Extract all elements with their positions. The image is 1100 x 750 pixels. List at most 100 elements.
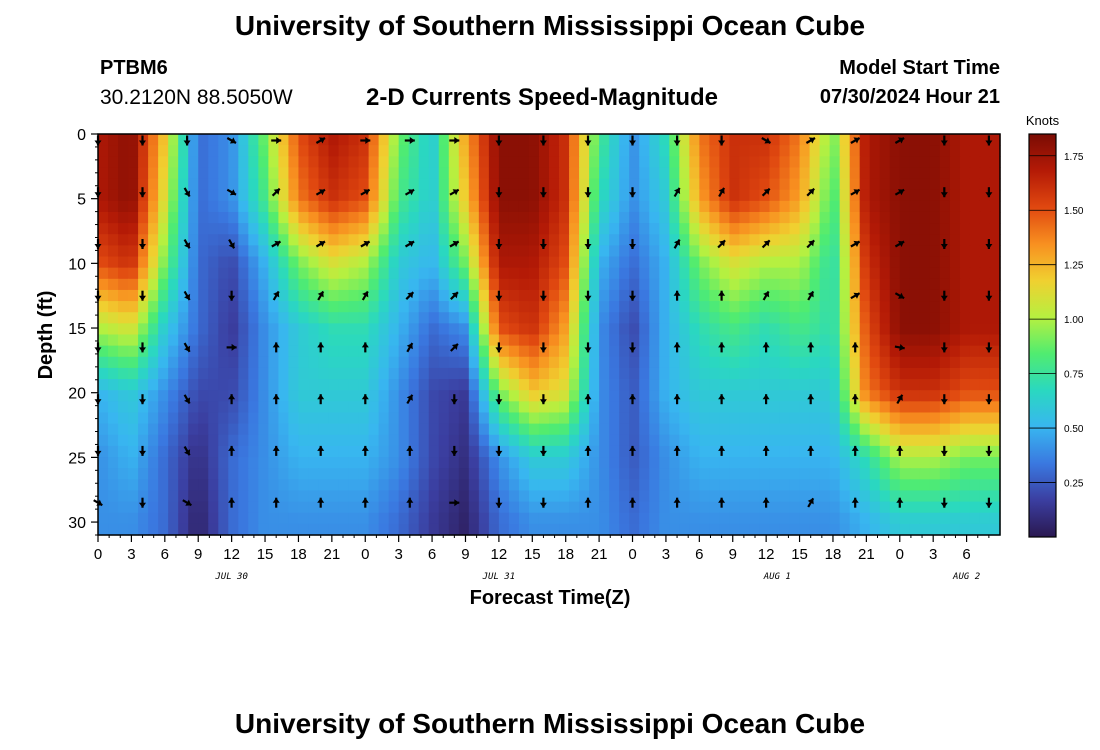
heatmap-cell [589, 390, 600, 402]
heatmap-cell [859, 323, 871, 336]
heatmap-cell [919, 412, 931, 425]
heatmap-cell [909, 468, 921, 480]
heatmap-cell [739, 278, 751, 291]
heatmap-cell [328, 423, 340, 436]
heatmap-cell [518, 523, 530, 536]
heatmap-cell [428, 156, 440, 169]
heatmap-cell [268, 156, 279, 169]
heatmap-cell [258, 167, 269, 180]
heatmap-cell [799, 412, 811, 425]
heatmap-cell [669, 200, 680, 213]
heatmap-cell [589, 256, 600, 269]
heatmap-cell [759, 278, 771, 291]
heatmap-cell [368, 457, 380, 469]
heatmap-cell [769, 434, 781, 447]
heatmap-cell [669, 312, 680, 324]
current-vector-arrow [850, 292, 861, 300]
heatmap-cell [398, 479, 410, 492]
heatmap-cell [849, 423, 861, 436]
heatmap-cell [98, 423, 109, 436]
heatmap-cell [949, 178, 961, 191]
heatmap-cell [488, 423, 500, 436]
heatmap-cell [649, 412, 660, 425]
heatmap-cell [128, 301, 139, 313]
heatmap-cell [478, 334, 490, 347]
heatmap-cell [609, 312, 620, 324]
heatmap-cell [238, 211, 249, 224]
heatmap-cell [899, 211, 911, 224]
heatmap-cell [428, 145, 440, 157]
heatmap-cell [508, 178, 520, 191]
heatmap-cell [478, 267, 490, 280]
heatmap-cell [859, 301, 871, 313]
heatmap-cell [218, 189, 229, 202]
heatmap-cell [348, 245, 360, 258]
heatmap-cell [929, 345, 941, 358]
heatmap-cell [308, 134, 320, 146]
heatmap-cell [969, 479, 981, 492]
heatmap-cell [408, 445, 420, 458]
heatmap-cell [198, 390, 209, 402]
heatmap-cell [458, 167, 470, 180]
heatmap-cell [218, 289, 229, 302]
heatmap-cell [969, 457, 981, 469]
current-vector-arrow [495, 497, 503, 508]
heatmap-cell [969, 367, 981, 380]
heatmap-cell [238, 356, 249, 369]
heatmap-cell [478, 423, 490, 436]
heatmap-cell [398, 457, 410, 469]
heatmap-cell [508, 256, 520, 269]
heatmap-cell [989, 479, 1001, 492]
heatmap-cell [629, 211, 640, 224]
heatmap-cell [939, 245, 951, 258]
heatmap-cell [168, 278, 179, 291]
heatmap-cell [338, 434, 350, 447]
heatmap-cell [649, 178, 660, 191]
heatmap-cell [158, 289, 169, 302]
heatmap-cell [589, 211, 600, 224]
heatmap-cell [969, 356, 981, 369]
heatmap-cell [899, 468, 911, 480]
heatmap-cell [148, 334, 159, 347]
heatmap-cell [719, 223, 730, 235]
heatmap-cell [889, 301, 901, 313]
heatmap-cell [549, 345, 560, 358]
heatmap-cell [669, 512, 680, 525]
heatmap-cell [128, 345, 139, 358]
heatmap-cell [749, 156, 761, 169]
heatmap-cell [829, 189, 841, 202]
heatmap-cell [128, 200, 139, 213]
heatmap-cell [118, 445, 129, 458]
heatmap-cell [238, 267, 249, 280]
heatmap-cell [739, 501, 751, 514]
heatmap-cell [328, 289, 340, 302]
heatmap-cell [418, 334, 430, 347]
heatmap-cell [378, 512, 390, 525]
heatmap-cell [238, 468, 249, 480]
heatmap-cell [679, 401, 690, 414]
heatmap-cell [739, 301, 751, 313]
heatmap-cell [378, 334, 390, 347]
current-vector-arrow [226, 188, 237, 196]
heatmap-cell [609, 267, 620, 280]
heatmap-cell [98, 367, 109, 380]
heatmap-cell [729, 245, 741, 258]
heatmap-cell [368, 434, 380, 447]
heatmap-cell [739, 490, 751, 503]
heatmap-cell [589, 401, 600, 414]
heatmap-cell [448, 434, 460, 447]
heatmap-cell [969, 245, 981, 258]
x-tick-label: 0 [94, 546, 102, 563]
heatmap-cell [148, 245, 159, 258]
heatmap-cell [959, 367, 971, 380]
heatmap-cell [228, 267, 239, 280]
heatmap-cell [549, 156, 560, 169]
current-vector-arrow [183, 135, 191, 146]
heatmap-cell [138, 156, 149, 169]
heatmap-cell [108, 134, 119, 146]
heatmap-cell [629, 523, 640, 536]
current-vector-arrow [183, 187, 191, 198]
heatmap-cell [899, 445, 911, 458]
heatmap-cell [318, 423, 330, 436]
heatmap-cell [779, 523, 791, 536]
